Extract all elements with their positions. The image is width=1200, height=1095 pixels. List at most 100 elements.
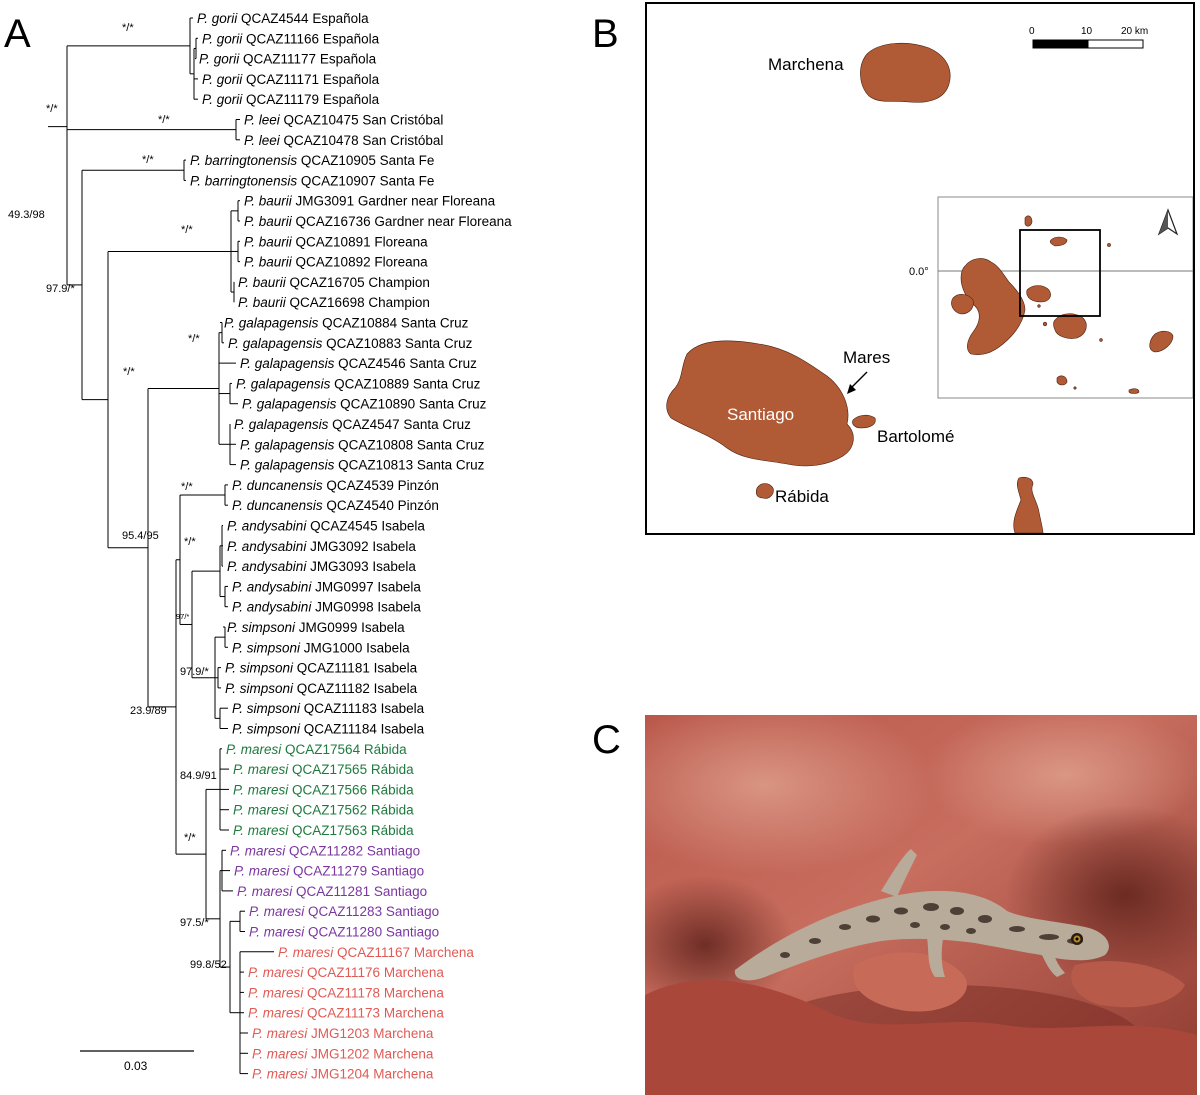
tree-tip-label: P. maresi QCAZ17564 Rábida [226,742,407,757]
tree-scale-label: 0.03 [124,1059,148,1073]
tree-tip-label: P. gorii QCAZ11177 Española [199,52,377,67]
support-value: */* [181,224,193,236]
tree-tip-label: P. maresi QCAZ17563 Rábida [233,823,414,838]
tree-tip-label: P. andysabini JMG0998 Isabela [232,600,421,615]
tree-tip-label: P. maresi JMG1204 Marchena [252,1067,434,1082]
map-panel: Marchena Santiago Mares Bartolomé Rábida… [645,2,1195,535]
map-scale-bar: 0 10 20 km [1029,26,1148,49]
tree-support-values: */* */* 49.3/98 */* */* 97.9/* */* */* */* 95.4/9… [8,22,227,971]
scale-tick-10: 10 [1081,26,1093,37]
support-value: 97/* [176,612,189,621]
island-santa-cruz-partial [1013,476,1044,533]
tree-tip-label: P. simpsoni QCAZ11181 Isabela [225,661,418,676]
tree-tip-labels: P. gorii QCAZ4544 Española P. gorii QCAZ1… [190,11,512,1082]
tree-tip-label: P. andysabini JMG3092 Isabela [227,539,416,554]
scale-tick-0: 0 [1029,26,1035,37]
tree-tip-label: P. maresi QCAZ11280 Santiago [249,925,439,940]
tree-tip-label: P. gorii QCAZ4544 Española [197,11,369,26]
tree-tip-label: P. baurii JMG3091 Gardner near Floreana [244,194,496,209]
support-value: 97.5/* [180,917,209,929]
inset-islet [1107,243,1111,247]
inset-island-marchena [1049,236,1068,247]
support-value: */* [46,103,58,115]
tree-tip-label: P. maresi QCAZ17566 Rábida [233,782,414,797]
support-value: 23.9/89 [130,705,167,717]
tree-tip-label: P. maresi QCAZ11281 Santiago [237,884,427,899]
gecko-photo-illustration [645,715,1197,1095]
inset-islet [1073,386,1077,390]
support-value: 49.3/98 [8,209,45,221]
inset-island-san-cristobal [1149,330,1174,353]
tree-tip-label: P. maresi JMG1203 Marchena [252,1026,434,1041]
tree-tip-label: P. simpsoni QCAZ11182 Isabela [225,681,418,696]
tree-tip-label: P. maresi QCAZ11283 Santiago [249,904,439,919]
tree-tip-label: P. baurii QCAZ16736 Gardner near Florean… [244,214,512,229]
inset-islet [1042,321,1048,327]
island-marchena [860,42,951,103]
tree-tip-label: P. galapagensis QCAZ10889 Santa Cruz [236,376,481,391]
support-value: */* [142,154,154,166]
tree-tip-label: P. baurii QCAZ16705 Champion [238,275,430,290]
tree-tip-label: P. maresi QCAZ11167 Marchena [278,945,474,960]
inset-island-isabela [960,258,1026,355]
tree-tip-label: P. simpsoni QCAZ11183 Isabela [232,701,425,716]
tree-branches [48,17,274,1075]
support-value: */* [158,114,170,126]
panel-letter-c: C [592,718,621,762]
label-marchena: Marchena [768,55,844,74]
support-value: 99.8/52 [190,959,227,971]
support-value: 97.9/* [180,666,209,678]
inset-island-floreana [1056,375,1068,386]
inset-island-santiago [1026,285,1051,303]
gecko-illustration [734,849,1109,981]
tree-tip-label: P. galapagensis QCAZ4546 Santa Cruz [240,356,477,371]
tree-tip-label: P. gorii QCAZ11171 Española [202,72,380,87]
tree-tip-label: P. andysabini QCAZ4545 Isabela [227,519,425,534]
support-value: 84.9/91 [180,770,217,782]
tree-tip-label: P. maresi QCAZ11282 Santiago [230,843,420,858]
tree-tip-label: P. duncanensis QCAZ4540 Pinzón [232,498,439,513]
tree-tip-label: P. galapagensis QCAZ4547 Santa Cruz [234,417,471,432]
tree-tip-label: P. simpsoni QCAZ11184 Isabela [232,722,425,737]
island-map: Marchena Santiago Mares Bartolomé Rábida… [666,26,1193,533]
tree-tip-label: P. baurii QCAZ16698 Champion [238,295,430,310]
panel-letter-b: B [592,12,619,56]
label-santiago: Santiago [727,405,794,424]
tree-tip-label: P. leei QCAZ10478 San Cristóbal [244,133,443,148]
label-bartolome: Bartolomé [877,427,954,446]
tree-tip-label: P. gorii QCAZ11179 Española [202,92,380,107]
tree-tip-label: P. maresi QCAZ17562 Rábida [233,803,414,818]
inset-island-pinta [1024,215,1033,227]
tree-tip-label: P. barringtonensis QCAZ10907 Santa Fe [190,173,434,188]
tree-tip-label: P. simpsoni JMG1000 Isabela [232,640,410,655]
support-value: */* [181,481,193,493]
tree-tip-label: P. maresi JMG1202 Marchena [252,1046,434,1061]
tree-tip-label: P. duncanensis QCAZ4539 Pinzón [232,478,439,493]
label-rabida: Rábida [775,487,829,506]
tree-tip-label: P. maresi QCAZ11176 Marchena [248,965,444,980]
tree-tip-label: P. leei QCAZ10475 San Cristóbal [244,113,443,128]
north-arrow-icon [1157,208,1179,236]
label-mares: Mares [843,348,890,367]
tree-tip-label: P. andysabini JMG3093 Isabela [227,559,416,574]
panel-letter-a: A [4,12,31,56]
tree-tip-label: P. galapagensis QCAZ10813 Santa Cruz [240,458,485,473]
tree-tip-label: P. andysabini JMG0997 Isabela [232,579,421,594]
inset-island-espanola [1128,388,1140,394]
support-value: */* [123,366,135,378]
inset-lat-label: 0.0° [909,266,929,278]
tree-tip-label: P. galapagensis QCAZ10808 Santa Cruz [240,437,485,452]
tree-tip-label: P. baurii QCAZ10891 Floreana [244,234,428,249]
inset-focus-box [1019,229,1101,317]
island-bartolome [852,414,876,429]
phylogenetic-tree: P. gorii QCAZ4544 Española P. gorii QCAZ1… [8,11,512,1082]
support-value: */* [122,22,134,34]
tree-tip-label: P. maresi QCAZ11173 Marchena [248,1006,444,1021]
tree-scale-bar: 0.03 [80,1050,194,1073]
support-value: 97.9/* [46,283,75,295]
gecko-photo [645,715,1197,1095]
tree-tip-label: P. maresi QCAZ11279 Santiago [234,864,424,879]
support-value: */* [188,333,200,345]
inset-map: 0.0° [909,196,1193,399]
tree-tip-label: P. simpsoni JMG0999 Isabela [227,620,405,635]
